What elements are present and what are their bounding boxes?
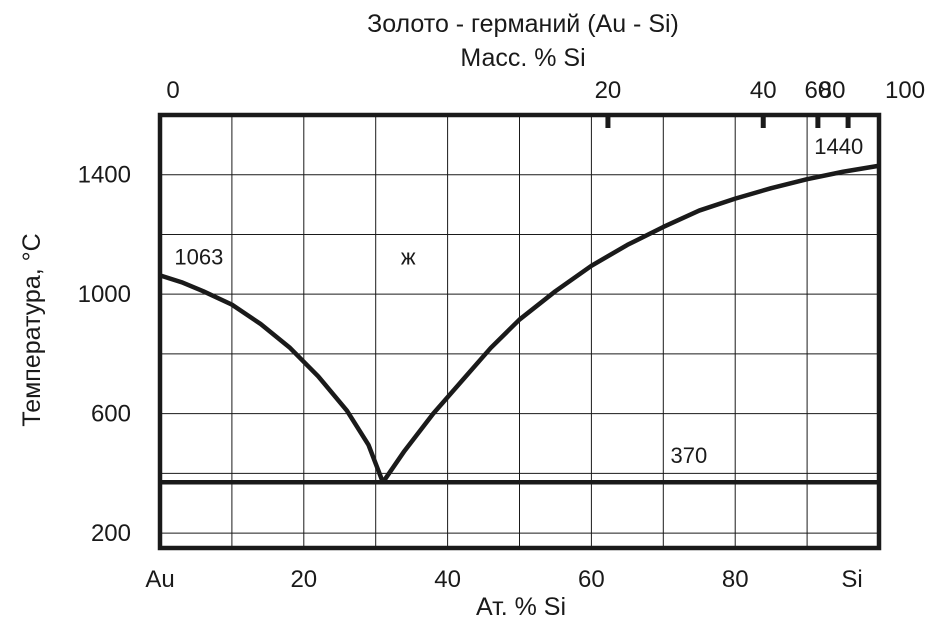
- top-axis-tick-label: 20: [595, 77, 622, 104]
- top-axis-tick-label: 40: [750, 77, 777, 104]
- si-melting-point-label: 1440: [814, 134, 863, 159]
- top-axis-tick-label: 0: [166, 77, 179, 104]
- x-axis-label: Ат. % Si: [476, 593, 566, 621]
- liquidus-au-side: [159, 273, 385, 484]
- y-axis-tick-label: 1400: [78, 162, 131, 189]
- chart-title: Золото - германий (Au - Si): [367, 10, 679, 38]
- x-axis-tick-label: 40: [434, 566, 461, 593]
- grid: [160, 115, 879, 548]
- y-axis-tick-label: 1000: [78, 281, 131, 308]
- x-axis-tick-label: Au: [145, 566, 174, 593]
- au-melting-point-label: 1063: [174, 244, 223, 269]
- plot-frame: [157, 112, 882, 551]
- y-axis-label: Температура, °C: [18, 233, 46, 426]
- x-axis-tick-label: 60: [578, 566, 605, 593]
- top-axis-label: Масс. % Si: [460, 44, 585, 72]
- top-axis-tick-label: 100: [885, 77, 925, 104]
- x-axis-tick-label: Si: [841, 566, 862, 593]
- top-axis-tick-label: 60: [805, 77, 832, 104]
- y-axis-ticks: 1400 1000 600 200: [78, 162, 131, 547]
- liquidus-si-side: [381, 163, 880, 484]
- eutectic-temperature-label: 370: [670, 443, 707, 468]
- series-group: [159, 163, 880, 485]
- top-axis-tick-label: 80: [819, 77, 846, 104]
- x-axis-tick-label: 20: [290, 566, 317, 593]
- liquid-phase-label: ж: [401, 244, 416, 269]
- y-axis-tick-label: 200: [91, 520, 131, 547]
- y-axis-tick-label: 600: [91, 401, 131, 428]
- x-axis-tick-label: 80: [722, 566, 749, 593]
- annotations: 1063 ж 1440 370: [174, 134, 863, 468]
- x-axis-ticks: Au 20 40 60 80 Si: [145, 566, 862, 593]
